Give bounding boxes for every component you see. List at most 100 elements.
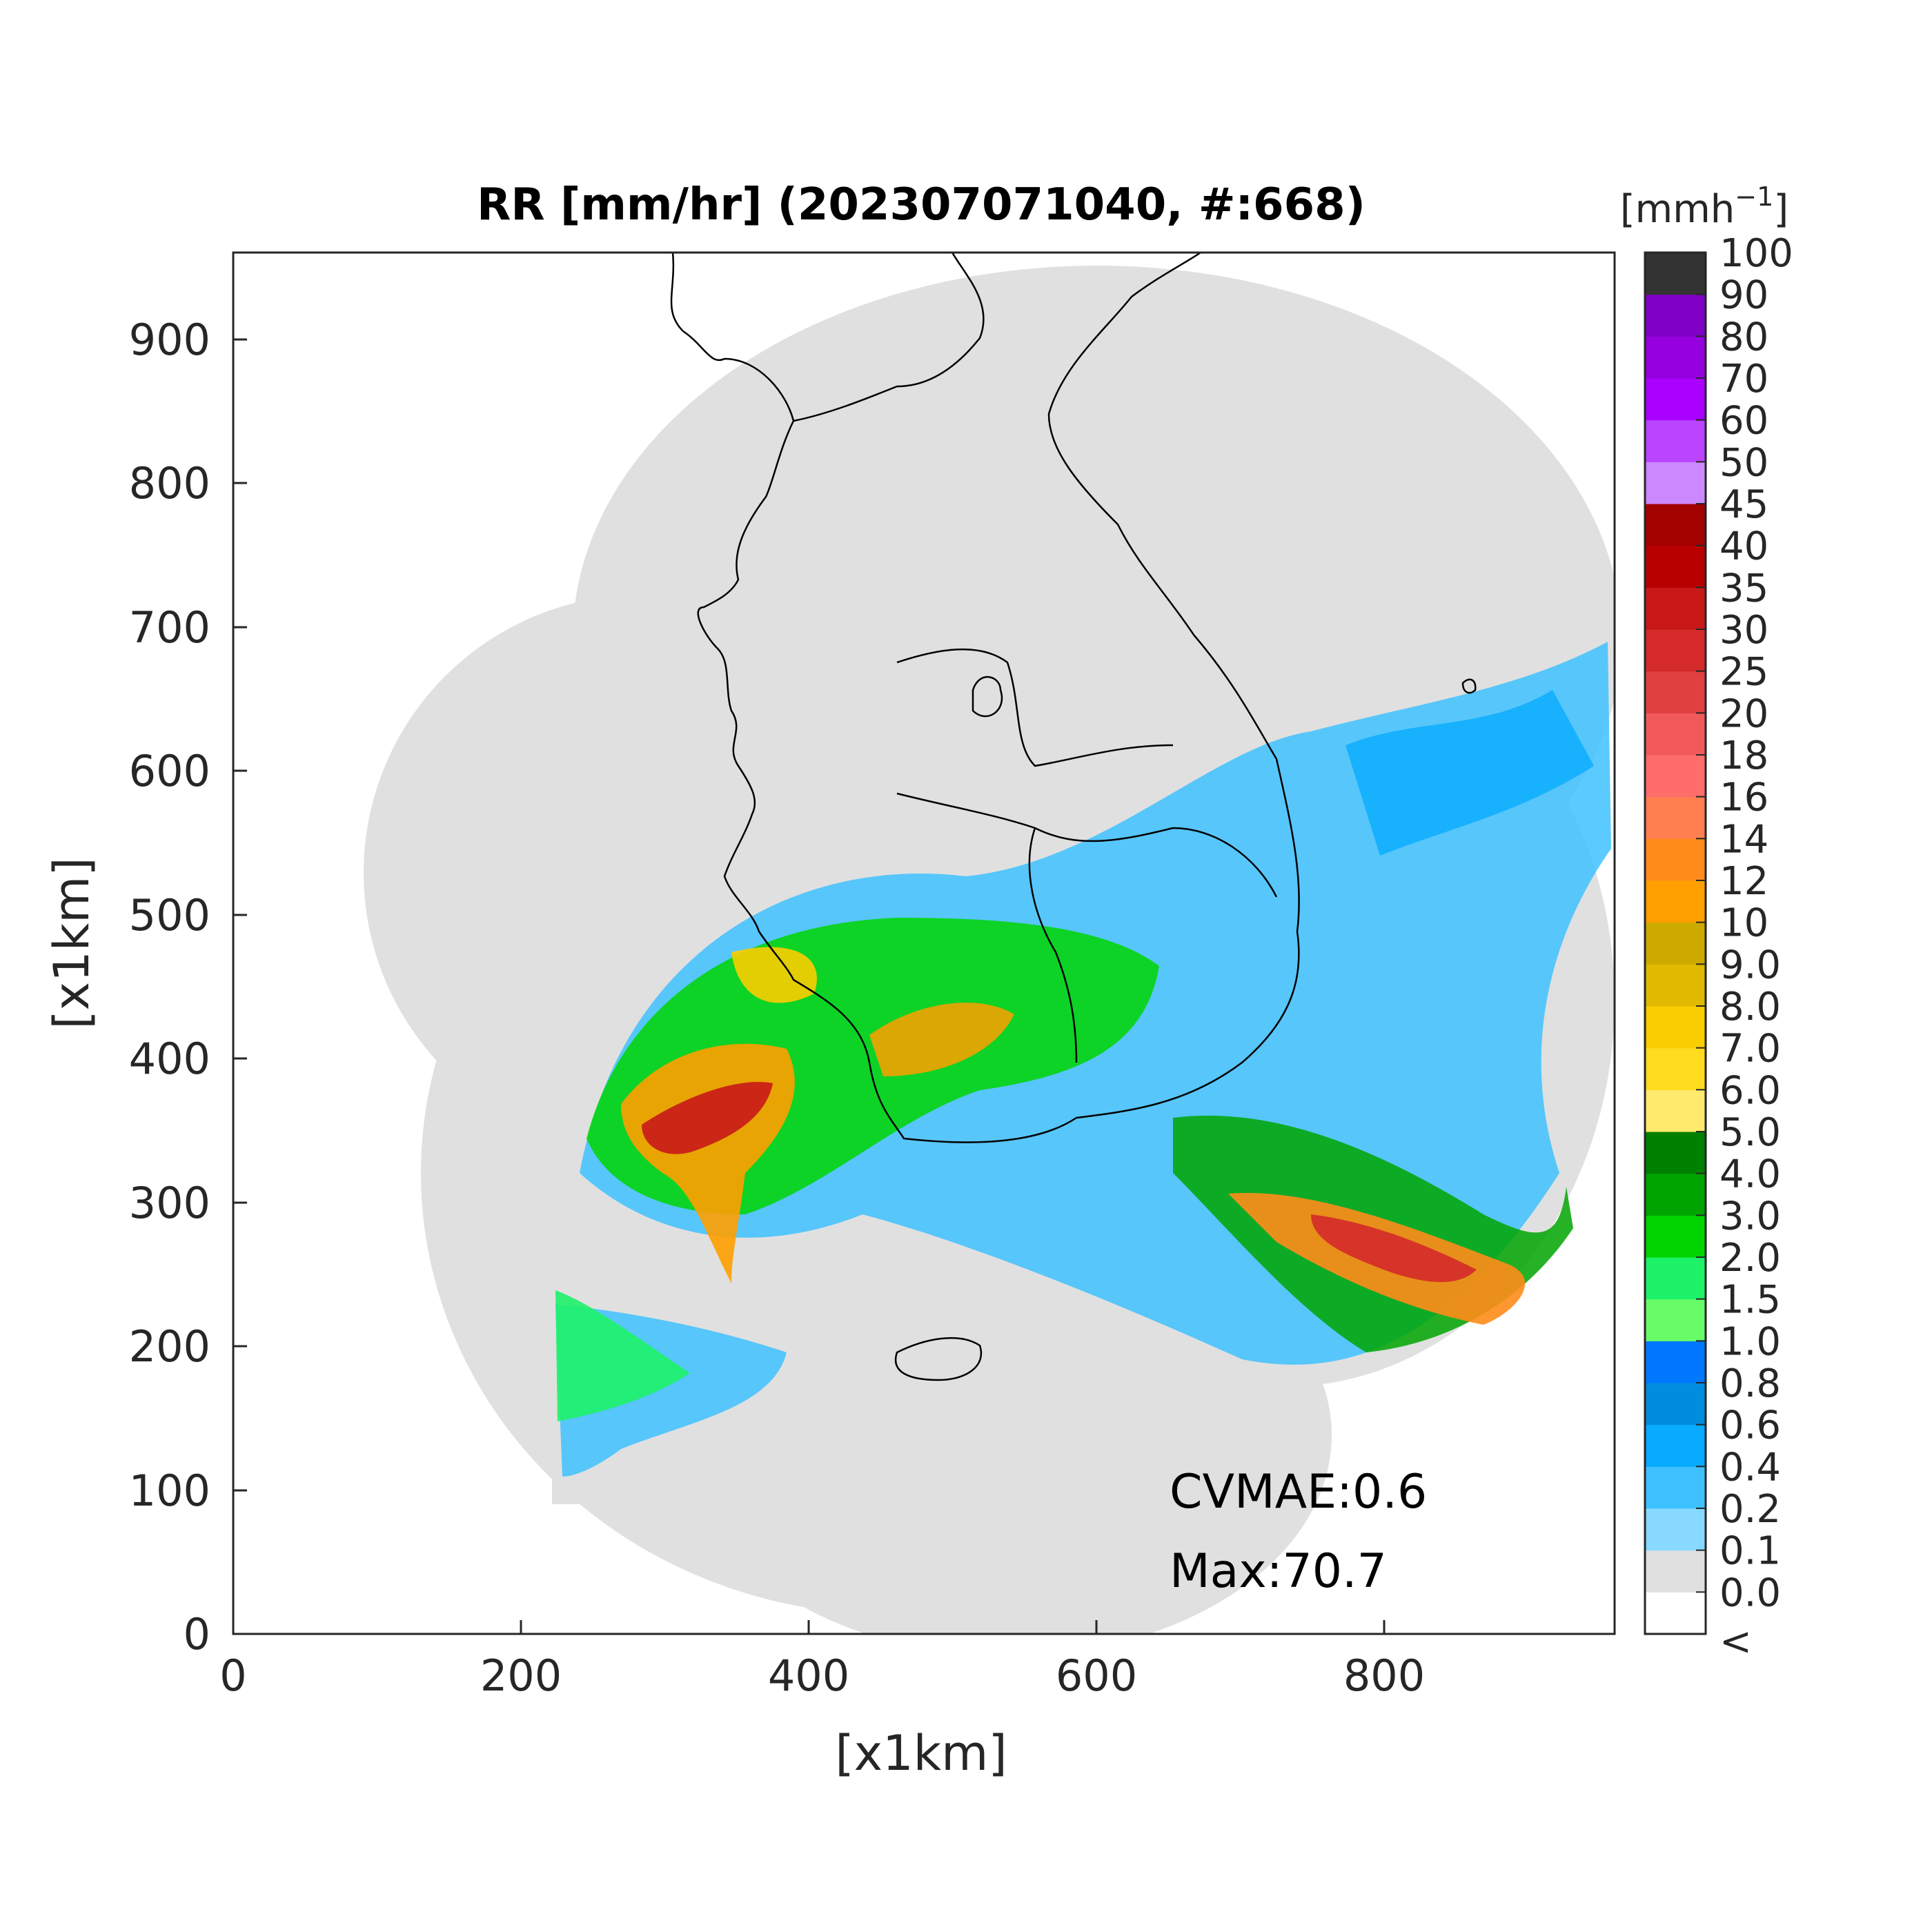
colorbar-swatch <box>1645 838 1706 881</box>
colorbar-swatch <box>1645 1132 1706 1174</box>
y-tick-label: 700 <box>129 602 210 653</box>
colorbar-swatch <box>1645 964 1706 1007</box>
coastlines <box>670 253 1477 1381</box>
colorbar-tick-label: 18 <box>1719 733 1768 778</box>
x-tick-label: 600 <box>1056 1650 1137 1701</box>
colorbar-tick-label: 6.0 <box>1719 1068 1781 1113</box>
y-tick-label: 900 <box>129 315 210 365</box>
colorbar-tick-label: 80 <box>1719 315 1768 359</box>
colorbar-tick-label: 45 <box>1719 482 1768 527</box>
colorbar-tick-label: 0.8 <box>1719 1361 1781 1406</box>
colorbar-swatch <box>1645 420 1706 462</box>
colorbar-swatch <box>1645 378 1706 421</box>
colorbar-tick-label: 16 <box>1719 776 1768 820</box>
colorbar-swatch <box>1645 880 1706 923</box>
y-tick-label: 0 <box>184 1609 210 1659</box>
plot-area: 0 200 400 600 800 0 100 200 300 400 500 … <box>43 251 1616 1782</box>
rain-light-blue-ne <box>1346 690 1594 856</box>
colorbar-tick-label: 40 <box>1719 524 1768 569</box>
rain-intense-red-west <box>642 1082 773 1154</box>
rain-moderate-green-sw <box>555 1290 690 1421</box>
colorbar-tick-label: 0.4 <box>1719 1445 1781 1490</box>
colorbar-swatch <box>1645 1047 1706 1090</box>
colorbar-tick-label: 1.5 <box>1719 1278 1781 1323</box>
x-tick-label: 800 <box>1343 1650 1425 1701</box>
colorbar-swatch <box>1645 1173 1706 1216</box>
province-border-2 <box>896 792 1278 898</box>
y-ticks: 0 100 200 300 400 500 600 700 800 900 <box>129 315 247 1659</box>
colorbar-swatch <box>1645 922 1706 965</box>
colorbar-tick-label: 0.2 <box>1719 1487 1781 1532</box>
colorbar-tick-label: 8.0 <box>1719 985 1781 1029</box>
colorbar-frame <box>1644 251 1707 1635</box>
colorbar-swatch <box>1645 1215 1706 1258</box>
colorbar-tick-label: 14 <box>1719 817 1768 862</box>
colorbar-swatch <box>1645 629 1706 672</box>
colorbar-swatch <box>1645 1508 1706 1551</box>
colorbar-tick-label: 90 <box>1719 273 1768 318</box>
y-axis-label: [x1km] <box>43 857 100 1029</box>
plot-frame <box>232 251 1616 1635</box>
colorbar-swatch <box>1645 1592 1706 1635</box>
colorbar-tick-label: 35 <box>1719 566 1768 611</box>
y-tick-label: 500 <box>129 890 210 940</box>
colorbar-tick-label: 1.0 <box>1719 1319 1781 1364</box>
colorbar-tick-label: 12 <box>1719 859 1768 904</box>
colorbar-swatch <box>1645 253 1706 295</box>
colorbar-swatch <box>1645 294 1706 337</box>
colorbar-swatch <box>1645 1550 1706 1593</box>
colorbar-tick-label: 2.0 <box>1719 1236 1781 1281</box>
colorbar-swatch <box>1645 1466 1706 1509</box>
y-tick-label: 200 <box>129 1321 210 1372</box>
colorbar-tick-label: 20 <box>1719 691 1768 736</box>
colorbar-swatch <box>1645 1341 1706 1383</box>
rain-heavy-yellow-nw <box>731 947 817 1003</box>
colorbar-swatches <box>1645 253 1706 1635</box>
colorbar-tick-label: 9.0 <box>1719 943 1781 987</box>
colorbar-unit: [mmh−1] <box>1620 181 1788 232</box>
colorbar-swatch <box>1645 462 1706 504</box>
ulleung-island <box>1461 678 1477 694</box>
colorbar-swatch <box>1645 713 1706 756</box>
colorbar-swatch <box>1645 671 1706 713</box>
colorbar-tick-label: 4.0 <box>1719 1152 1781 1197</box>
colorbar-tick-label: 25 <box>1719 650 1768 695</box>
colorbar-swatch <box>1645 755 1706 798</box>
y-tick-label: 800 <box>129 458 210 509</box>
x-tick-label: 200 <box>480 1650 562 1701</box>
jeju-island <box>894 1337 983 1381</box>
colorbar-tick-label: 0.0 <box>1719 1570 1781 1615</box>
colorbar-swatch <box>1645 545 1706 588</box>
colorbar-swatch <box>1645 796 1706 839</box>
colorbar-tick-label: 100 <box>1719 231 1793 276</box>
rain-heavy-orange-central <box>869 1003 1014 1076</box>
inland-lake-region <box>972 676 1003 718</box>
province-border-1 <box>896 648 1174 767</box>
x-tick-label: 0 <box>219 1650 246 1701</box>
cvmae-annotation: CVMAE:0.6 <box>1170 1465 1427 1519</box>
colorbar-tick-label: 0.6 <box>1719 1403 1781 1448</box>
colorbar-swatch <box>1645 587 1706 630</box>
colorbar-tick-label: 0.1 <box>1719 1529 1781 1574</box>
colorbar-tick-label: 60 <box>1719 399 1768 444</box>
colorbar-swatch <box>1645 336 1706 379</box>
y-tick-label: 600 <box>129 746 210 796</box>
colorbar-tick-label: 7.0 <box>1719 1027 1781 1072</box>
x-tick-label: 400 <box>768 1650 849 1701</box>
colorbar-swatch <box>1645 1299 1706 1341</box>
colorbar: <0.00.10.20.40.60.81.01.52.03.04.05.06.0… <box>1620 181 1793 1664</box>
colorbar-swatch <box>1645 1424 1706 1467</box>
colorbar-tick-label: 5.0 <box>1719 1110 1781 1155</box>
colorbar-swatch <box>1645 1383 1706 1426</box>
radar-coverage <box>364 253 1615 1634</box>
colorbar-tick-label: 10 <box>1719 901 1768 946</box>
rain-intense-red-east <box>1311 1214 1477 1283</box>
colorbar-tick-label: 50 <box>1719 440 1768 485</box>
north-border <box>793 253 985 422</box>
colorbar-swatch <box>1645 504 1706 546</box>
colorbar-tick-label: 70 <box>1719 357 1768 402</box>
colorbar-swatch <box>1645 1090 1706 1132</box>
province-border-3 <box>1028 827 1078 1063</box>
precipitation-field <box>555 642 1611 1477</box>
